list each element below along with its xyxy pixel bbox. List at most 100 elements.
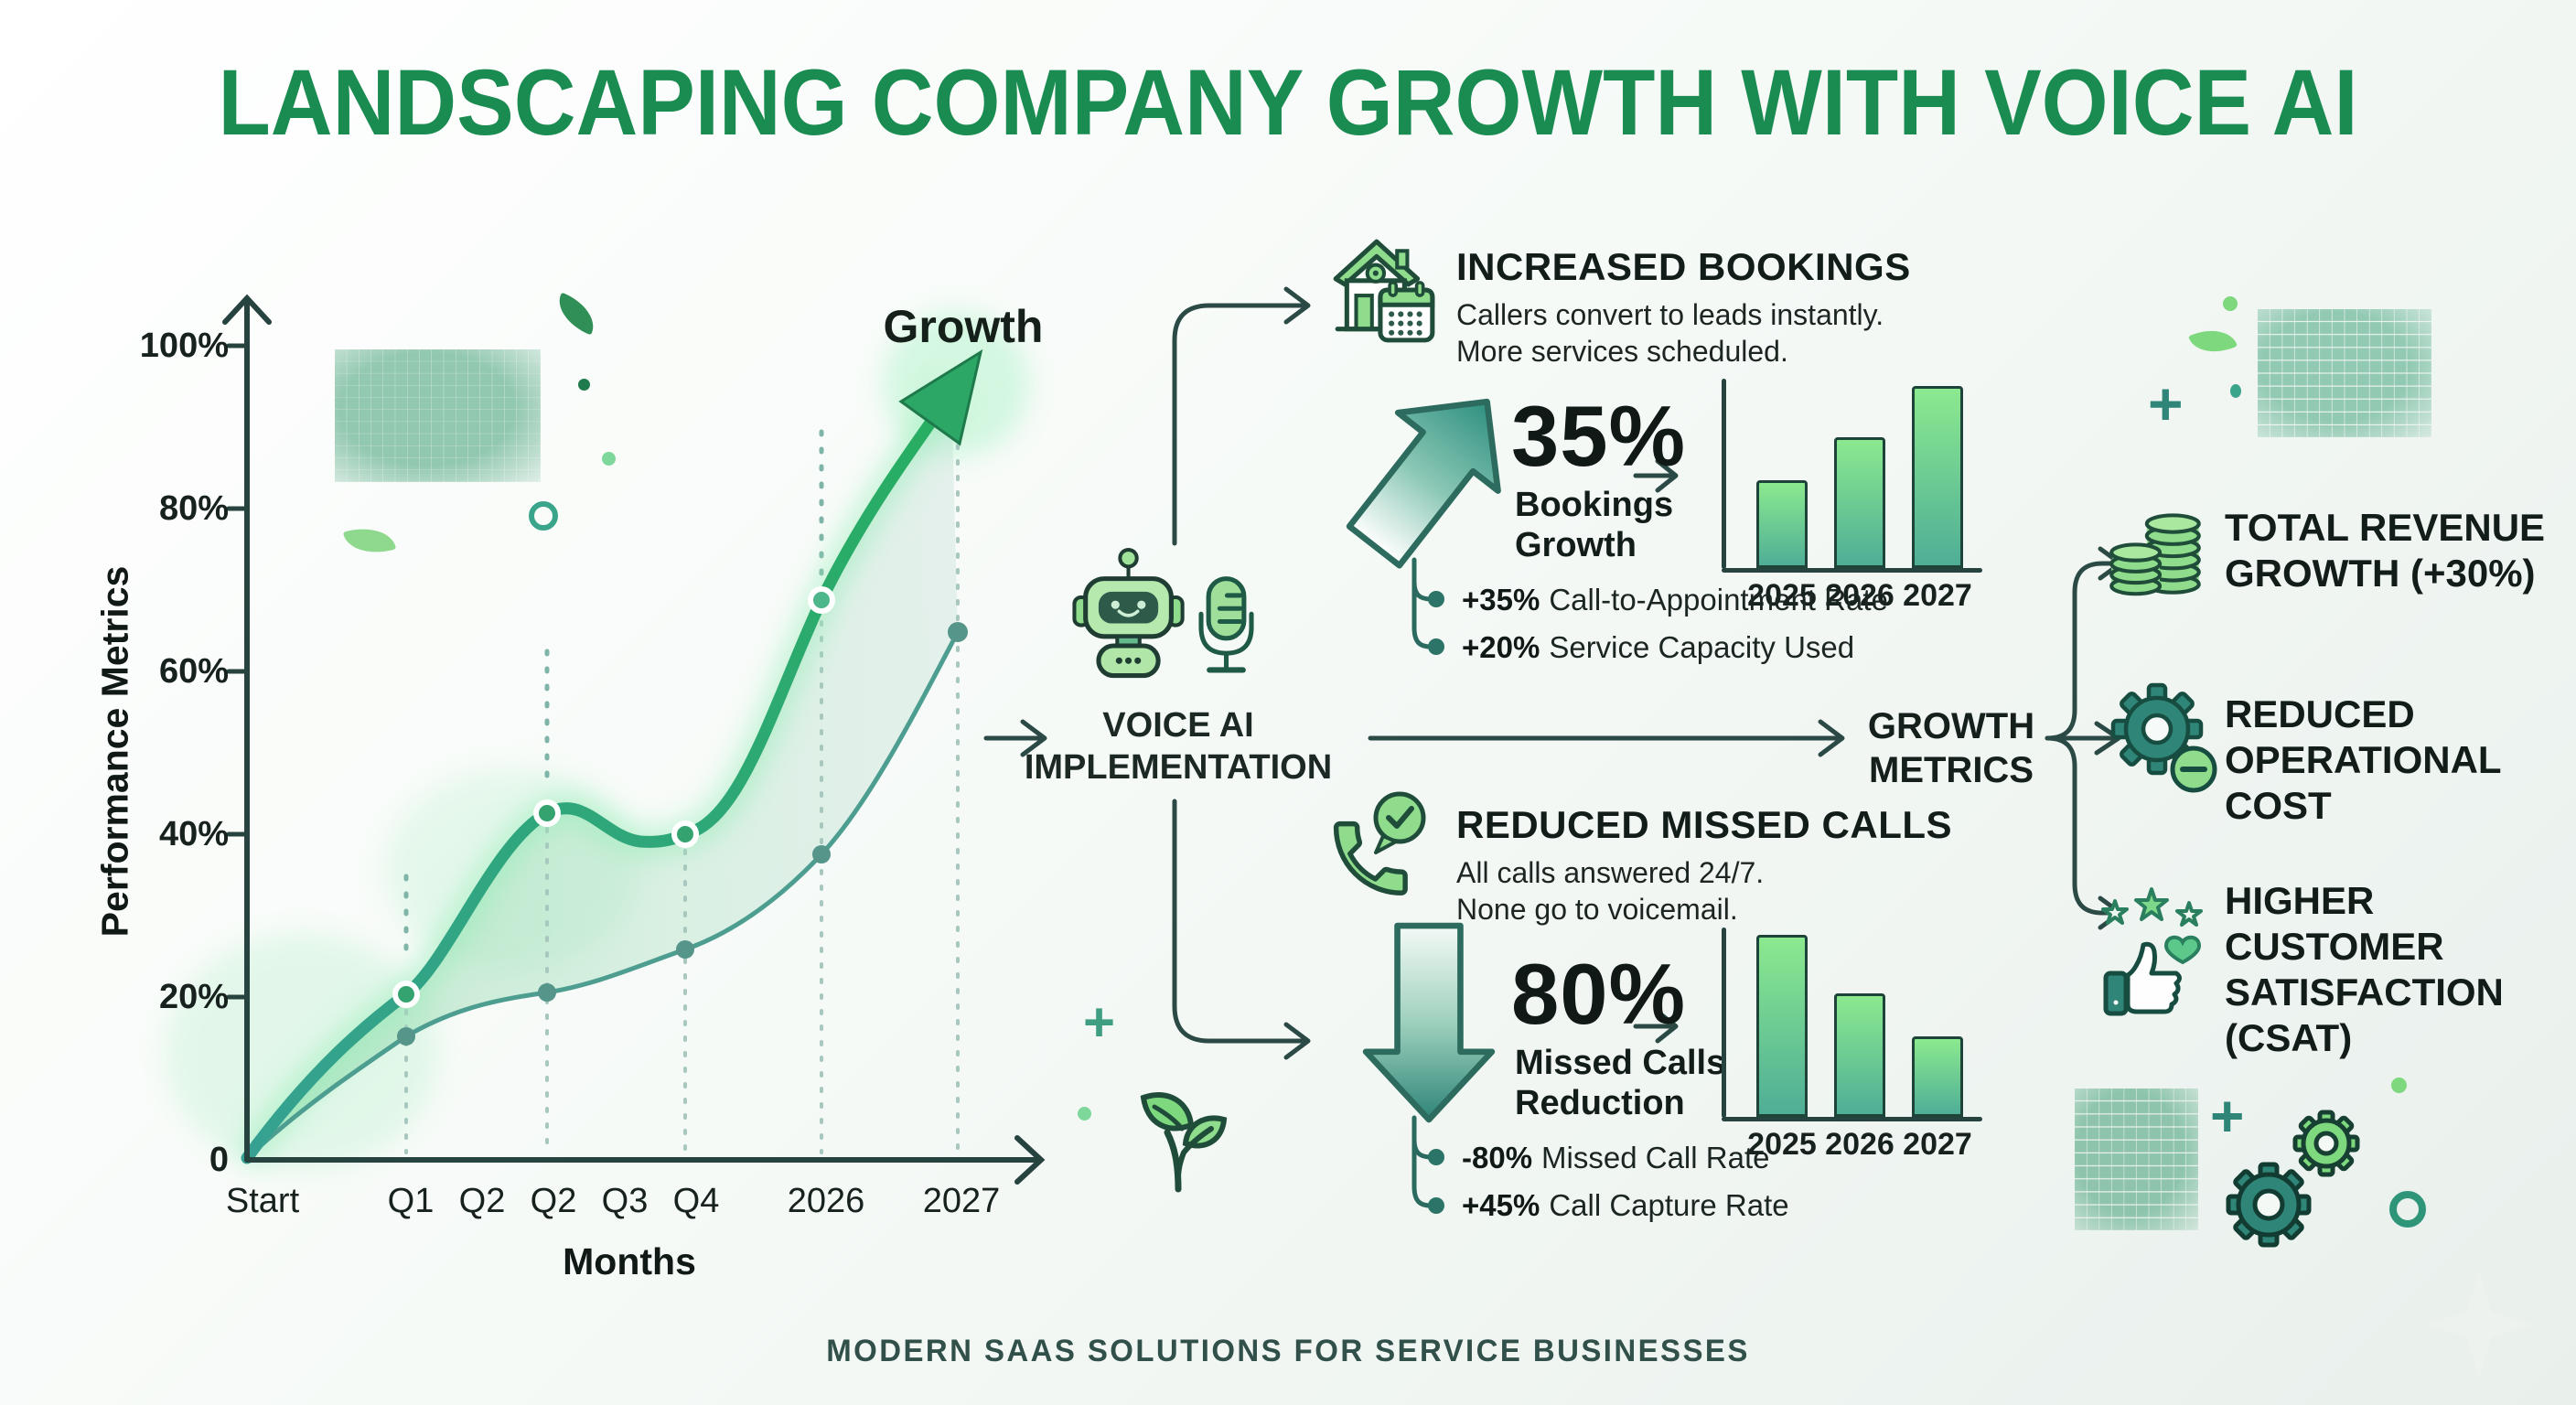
- bookings-bullet-2-value: +20%: [1462, 630, 1540, 664]
- y-tick-100: 100%: [139, 327, 229, 365]
- sprout-icon: [1140, 1091, 1228, 1193]
- bookings-bullet-1-value: +35%: [1462, 583, 1540, 617]
- ring-decoration: [529, 501, 558, 531]
- missed-calls-bullet-1-text: Missed Call Rate: [1541, 1141, 1770, 1174]
- calendar-icon: [1378, 281, 1435, 343]
- bullet-connectors: [1411, 557, 1433, 1208]
- y-tick-20: 20%: [158, 978, 229, 1016]
- footer-tagline: MODERN SAAS SOLUTIONS FOR SERVICE BUSINE…: [826, 1334, 1750, 1368]
- mini-x-axis: [1722, 1117, 1982, 1121]
- gears-decoration-icon: [2226, 1110, 2360, 1248]
- csat-thumbs-stars-icon: [2101, 887, 2203, 1016]
- plus-icon: +: [1083, 992, 1116, 1053]
- y-axis-label: Performance Metrics: [93, 565, 136, 938]
- baseline-curve: [245, 630, 961, 1160]
- house-calendar-icon: [1333, 239, 1435, 343]
- growth-annotation: Growth: [883, 301, 1044, 352]
- bar-2027: [1912, 386, 1963, 568]
- voice-ai-label-line2: IMPLEMENTATION: [1024, 748, 1333, 787]
- phone-check-icon: [1333, 791, 1426, 896]
- bar-label-2027: 2027: [1903, 1127, 1972, 1162]
- x-tick-q4: Q4: [672, 1182, 720, 1220]
- dot-decoration: [1078, 1107, 1091, 1121]
- missed-calls-stat-value: 80%: [1511, 946, 1687, 1042]
- missed-calls-heading: REDUCED MISSED CALLS: [1456, 803, 1953, 846]
- bar-2026: [1834, 992, 1885, 1117]
- bar-2025: [1756, 479, 1808, 568]
- bookings-desc-line2: More services scheduled.: [1456, 335, 1788, 368]
- outcome-csat-line2: CUSTOMER: [2225, 925, 2444, 968]
- page-title: LANDSCAPING COMPANY GROWTH WITH VOICE AI: [218, 50, 2358, 155]
- outcome-csat-line4: (CSAT): [2225, 1016, 2353, 1059]
- bar-label-2026: 2026: [1825, 1127, 1894, 1162]
- missed-calls-desc-line2: None go to voicemail.: [1456, 893, 1738, 926]
- bar-label-2025: 2025: [1747, 1127, 1817, 1162]
- robot-icon: [1072, 548, 1254, 679]
- bullet-dots: [1428, 591, 1444, 1214]
- check-bubble-icon: [1373, 791, 1426, 854]
- outcome-revenue-line1: TOTAL REVENUE: [2225, 506, 2546, 549]
- outcome-revenue: TOTAL REVENUE GROWTH (+30%): [2225, 505, 2545, 596]
- growth-arrowhead-icon: [898, 349, 983, 446]
- plus-icon: +: [2210, 1083, 2245, 1149]
- missed-calls-bullet-2-value: +45%: [1462, 1188, 1540, 1222]
- outcome-cost-line2: OPERATIONAL: [2225, 738, 2502, 781]
- bookings-bullet-2: +20% Service Capacity Used: [1462, 627, 1854, 668]
- missed-calls-desc-line1: All calls answered 24/7.: [1456, 856, 1765, 889]
- ring-decoration: [2389, 1191, 2426, 1228]
- bookings-bar-chart: 2025 2026 2027: [1722, 364, 1982, 613]
- bookings-heading: INCREASED BOOKINGS: [1456, 245, 1911, 288]
- outcome-revenue-line2: GROWTH (+30%): [2225, 552, 2536, 595]
- outcome-csat-line3: SATISFACTION: [2225, 971, 2504, 1014]
- gear-minus-icon: [2110, 682, 2217, 793]
- x-tick-q3: Q3: [601, 1182, 649, 1220]
- stars-icon: [2101, 887, 2203, 927]
- x-tick-q2b: Q2: [530, 1182, 577, 1220]
- bar-label-2026: 2026: [1825, 578, 1894, 613]
- down-arrow-icon: [1362, 922, 1496, 1123]
- y-tick-40: 40%: [158, 815, 229, 853]
- missed-calls-bullet-1: -80% Missed Call Rate: [1462, 1138, 1769, 1178]
- outcome-cost: REDUCED OPERATIONAL COST: [2225, 692, 2502, 829]
- x-tick-start: Start: [225, 1182, 300, 1220]
- large-gear-icon: [2226, 1162, 2312, 1248]
- bookings-stat-label1: Bookings: [1515, 486, 1674, 524]
- y-tick-80: 80%: [158, 489, 229, 528]
- outcome-csat-line1: HIGHER: [2225, 879, 2375, 922]
- bookings-stat-value: 35%: [1511, 388, 1687, 484]
- x-tick-2027: 2027: [922, 1182, 1001, 1220]
- small-gear-icon: [2292, 1110, 2360, 1177]
- dot-decoration: [2230, 384, 2241, 398]
- growth-curve-points: [392, 586, 835, 1008]
- mini-x-axis: [1722, 568, 1982, 573]
- missed-calls-bar-chart: 2025 2026 2027: [1722, 913, 1982, 1162]
- chart-axes: [222, 294, 1046, 1185]
- x-tick-2026: 2026: [787, 1182, 865, 1220]
- missed-calls-bullet-2: +45% Call Capture Rate: [1462, 1185, 1789, 1226]
- heart-icon: [2163, 935, 2202, 965]
- missed-calls-bullet-2-text: Call Capture Rate: [1549, 1188, 1789, 1222]
- phone-handset-icon: [1333, 820, 1408, 896]
- up-arrow-icon: [1346, 398, 1501, 569]
- bar-2025: [1756, 935, 1808, 1117]
- pixel-grid-decoration: [2258, 309, 2431, 437]
- dot-decoration: [2391, 1078, 2407, 1093]
- voice-ai-label: VOICE AI IMPLEMENTATION: [1023, 704, 1334, 788]
- growth-metrics-line2: METRICS: [1869, 750, 2034, 790]
- dotted-stubs: [403, 429, 824, 963]
- outcome-csat: HIGHER CUSTOMER SATISFACTION (CSAT): [2225, 878, 2504, 1061]
- bar-label-2025: 2025: [1747, 578, 1817, 613]
- dot-decoration: [2223, 296, 2238, 311]
- bookings-stat-label2: Growth: [1515, 526, 1637, 564]
- pixel-grid-decoration: [2075, 1089, 2198, 1230]
- microphone-icon: [1198, 576, 1254, 673]
- dashed-guides: [404, 397, 960, 1154]
- baseline-curve-points: [397, 622, 968, 1046]
- bar-2026: [1834, 436, 1885, 568]
- voice-ai-label-line1: VOICE AI: [1102, 706, 1254, 745]
- mini-y-axis: [1722, 379, 1726, 569]
- x-axis-label: Months: [563, 1240, 696, 1282]
- plus-icon: +: [2148, 370, 2184, 437]
- missed-calls-stat-label2: Reduction: [1515, 1084, 1685, 1122]
